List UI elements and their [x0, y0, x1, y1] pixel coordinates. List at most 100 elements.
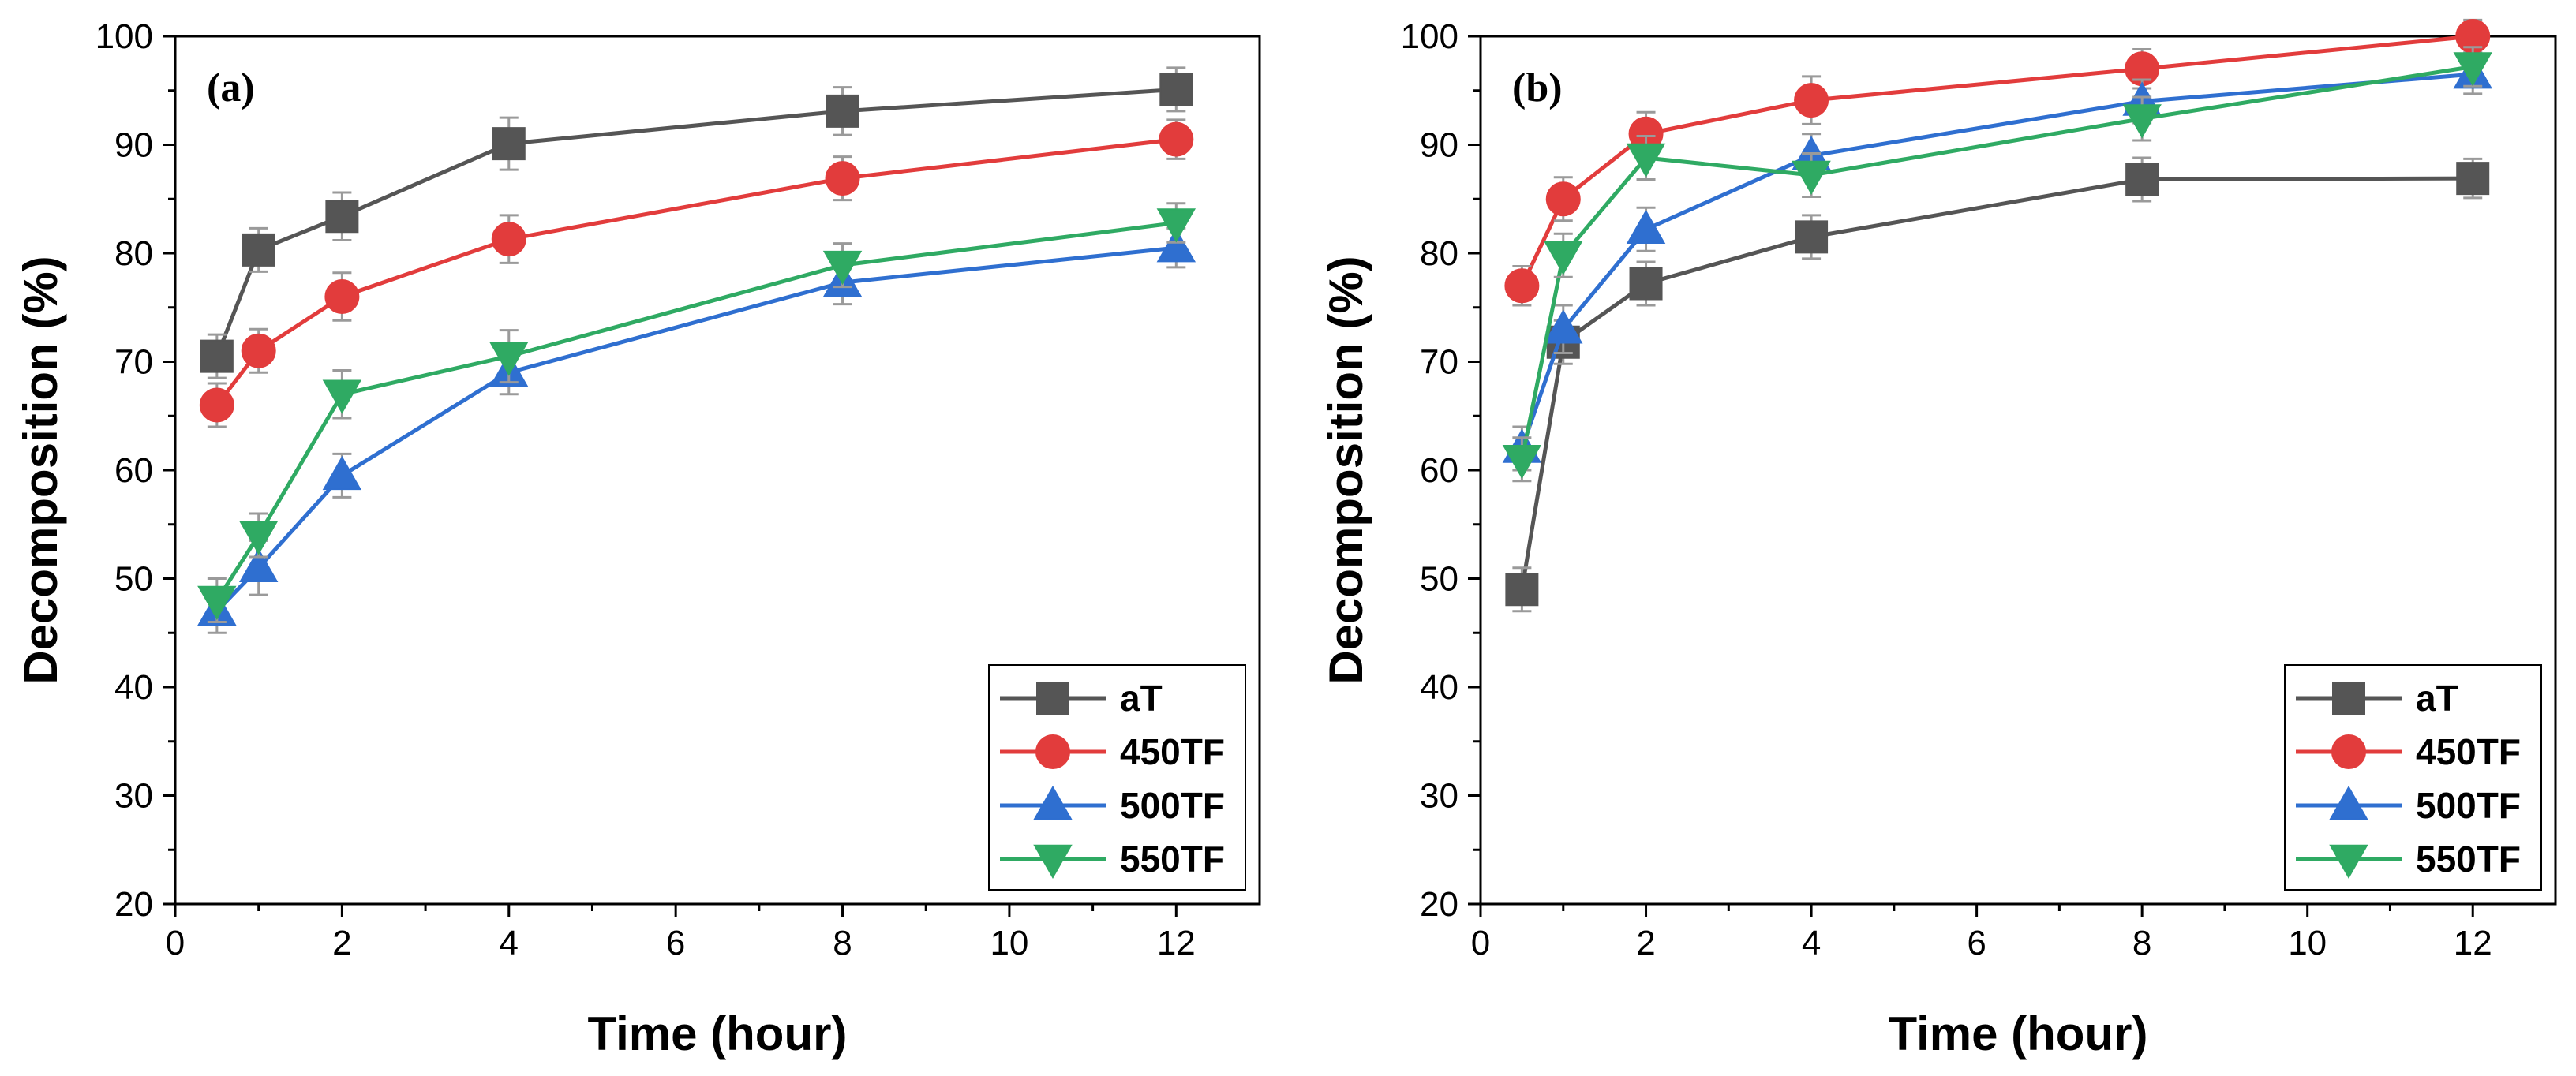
y-tick-label: 30 — [1420, 777, 1458, 816]
legend-label: aT — [2416, 678, 2458, 719]
series-line — [215, 245, 1177, 613]
x-tick-label: 0 — [1471, 924, 1490, 962]
data-point — [199, 387, 234, 423]
x-tick-label: 10 — [2288, 924, 2327, 962]
legend-entry: 450TF — [2296, 731, 2521, 772]
data-point — [1629, 267, 1663, 301]
data-point — [1795, 220, 1829, 254]
data-point — [1156, 228, 1196, 263]
y-tick-label: 70 — [114, 343, 153, 382]
legend-entry: aT — [2296, 678, 2458, 719]
legend-entry: aT — [1000, 678, 1163, 719]
y-tick-label: 30 — [114, 777, 153, 816]
data-point — [1544, 241, 1583, 275]
panel-label: (a) — [207, 65, 255, 110]
y-tick-label: 50 — [1420, 560, 1458, 599]
y-tick-label: 90 — [1420, 126, 1458, 165]
legend-entry: 450TF — [1000, 731, 1225, 772]
data-point — [238, 547, 279, 582]
legend-label: 450TF — [1120, 731, 1225, 772]
data-point — [200, 339, 234, 373]
legend-label: aT — [1120, 678, 1163, 719]
legend-marker — [2329, 844, 2368, 880]
legend-entry: 500TF — [1000, 785, 1225, 826]
legend-entry: 550TF — [1000, 839, 1225, 880]
series-550TF — [1502, 46, 2492, 483]
panel-label: (b) — [1512, 65, 1563, 110]
series-line — [215, 87, 1177, 357]
y-tick-label: 20 — [1420, 885, 1458, 924]
x-axis-title: Time (hour) — [1889, 1007, 2148, 1060]
y-tick-label: 100 — [95, 17, 153, 56]
x-tick-label: 8 — [2132, 924, 2151, 962]
y-tick-label: 70 — [1420, 343, 1458, 382]
x-tick-label: 2 — [332, 924, 351, 962]
data-point — [1792, 160, 1831, 196]
data-point — [242, 233, 275, 267]
legend-marker — [2331, 734, 2366, 769]
series-line — [215, 221, 1177, 602]
y-tick-label: 80 — [114, 234, 153, 273]
legend: aT 450TF 500TF 550TF — [2284, 664, 2542, 891]
data-point — [489, 342, 529, 376]
legend-entry: 500TF — [2296, 785, 2521, 826]
data-point — [324, 279, 360, 314]
data-point — [1794, 83, 1829, 118]
series-line — [1519, 176, 2473, 590]
legend-marker — [1036, 682, 1069, 715]
data-point — [1626, 143, 1666, 178]
x-tick-label: 4 — [1802, 924, 1821, 962]
data-point — [1156, 208, 1196, 243]
legend-label: 450TF — [2416, 731, 2521, 772]
data-point — [325, 200, 359, 234]
x-tick-label: 12 — [2454, 924, 2492, 962]
data-point — [822, 250, 863, 286]
data-point — [197, 585, 237, 621]
x-tick-label: 0 — [166, 924, 185, 962]
legend-label: 550TF — [2416, 839, 2521, 880]
data-point — [1159, 121, 1194, 157]
data-point — [2125, 163, 2159, 196]
data-point — [1504, 268, 1540, 304]
data-point — [1502, 445, 1542, 480]
x-tick-label: 6 — [666, 924, 685, 962]
x-tick-label: 8 — [833, 924, 852, 962]
legend-label: 500TF — [2416, 785, 2521, 826]
y-axis-title: Decomposition (%) — [1320, 256, 1372, 684]
data-point — [491, 222, 526, 257]
data-point — [1626, 209, 1666, 244]
y-tick-label: 60 — [114, 451, 153, 490]
data-point — [238, 521, 279, 555]
legend-label: 500TF — [1120, 785, 1225, 826]
x-tick-label: 2 — [1636, 924, 1655, 962]
series-500TF — [197, 226, 1196, 634]
data-point — [2122, 104, 2162, 139]
chart-panel-a: 20 30 40 50 60 70 80 90 100 0 2 4 6 8 10 12 Time (hour) D… — [14, 17, 1261, 1060]
data-point — [2456, 162, 2490, 196]
legend-marker — [2332, 682, 2365, 715]
data-point — [492, 127, 526, 161]
series-aT — [200, 66, 1193, 379]
legend-box — [988, 664, 1246, 891]
series-line — [215, 137, 1177, 407]
series-aT — [1505, 156, 2490, 613]
y-tick-label: 40 — [1420, 668, 1458, 707]
x-tick-label: 10 — [990, 924, 1028, 962]
x-tick-label: 4 — [500, 924, 519, 962]
data-point — [322, 379, 362, 414]
legend-entry: 550TF — [2296, 839, 2521, 880]
x-tick-label: 12 — [1157, 924, 1196, 962]
x-tick-label: 6 — [1967, 924, 1986, 962]
y-axis-title: Decomposition (%) — [14, 256, 67, 684]
data-point — [826, 94, 859, 128]
series-line — [1519, 65, 2473, 460]
data-point — [322, 455, 362, 491]
series-450TF — [199, 118, 1194, 428]
data-point — [1544, 309, 1583, 344]
legend-box — [2284, 664, 2542, 891]
legend: aT 450TF 500TF 550TF — [988, 664, 1246, 891]
data-point — [1505, 573, 1539, 607]
y-tick-label: 100 — [1401, 17, 1458, 56]
y-tick-label: 50 — [114, 560, 153, 599]
